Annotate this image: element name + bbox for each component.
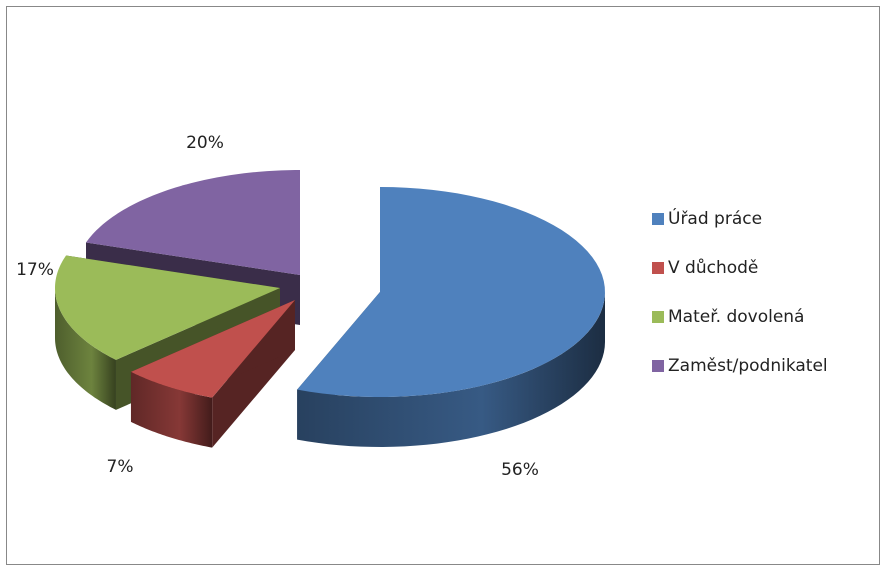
data-label: 20% — [186, 133, 224, 153]
legend-label: Úřad práce — [668, 207, 762, 229]
legend-label: Zaměst/podnikatel — [668, 356, 828, 376]
data-label: 7% — [107, 457, 134, 477]
legend-swatch — [652, 262, 664, 274]
slice-wall — [297, 292, 605, 447]
legend-label: V důchodě — [668, 258, 758, 278]
legend-swatch — [652, 213, 664, 225]
slice-top — [55, 255, 280, 360]
slice-wall — [130, 371, 213, 448]
slice — [130, 300, 295, 448]
legend-label: Mateř. dovolená — [668, 307, 804, 327]
data-label: 56% — [501, 460, 539, 480]
data-label: 17% — [16, 260, 54, 280]
legend-swatch — [652, 360, 664, 372]
legend: Úřad práce V důchodě Mateř. dovolená Zaměst… — [652, 207, 828, 376]
pie: 56% 7% 17% 20% — [16, 133, 605, 480]
legend-swatch — [652, 311, 664, 323]
slice-top — [297, 187, 605, 397]
slice-top — [130, 300, 295, 398]
slice-top — [86, 170, 300, 275]
slice-wall — [55, 288, 116, 410]
slice — [297, 187, 605, 447]
